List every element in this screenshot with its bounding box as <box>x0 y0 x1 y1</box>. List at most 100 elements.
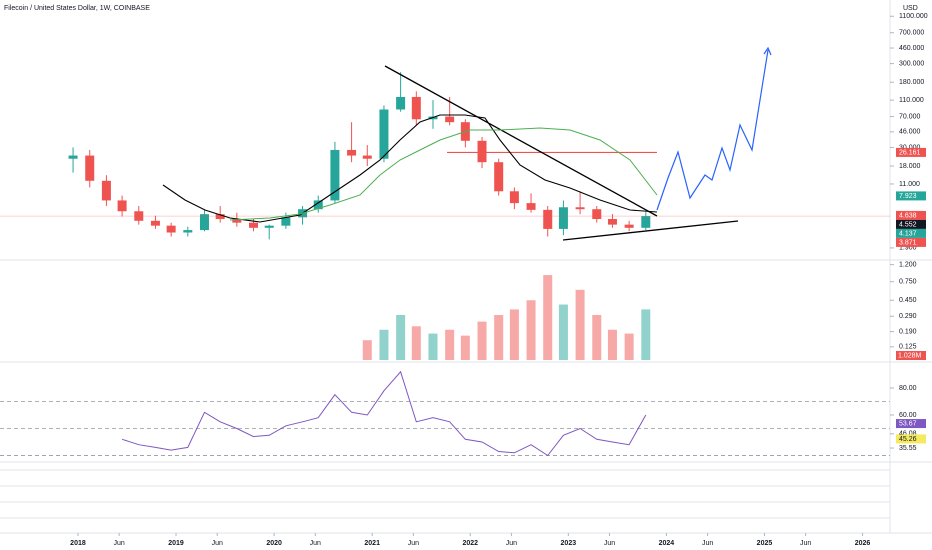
x-tick-label: Jun <box>702 540 713 547</box>
candle-body <box>330 149 340 201</box>
volume-bar <box>543 275 553 360</box>
price-label: 4.137 <box>899 230 917 237</box>
x-tick-label: 2025 <box>757 540 773 547</box>
x-tick-label: Jun <box>604 540 615 547</box>
candle-body <box>575 207 585 210</box>
volume-bar <box>411 326 421 360</box>
candle-body <box>249 222 259 228</box>
y-tick-label: 180.000 <box>899 79 924 86</box>
price-label-box <box>896 219 926 229</box>
y-tick-label: 110.000 <box>899 97 924 104</box>
candle-body <box>411 96 421 120</box>
axes: 1100.000 700.000 460.000 300.000 180.000 110.… <box>70 13 928 547</box>
price-label-box <box>896 210 926 220</box>
candle-body <box>558 207 568 229</box>
x-tick-label: Jun <box>114 540 125 547</box>
price-label-box <box>896 191 926 201</box>
volume-bar <box>362 340 372 360</box>
drawings <box>162 46 772 241</box>
candle-body <box>347 149 357 156</box>
price-label-box <box>896 147 926 157</box>
y-tick-label: 11.000 <box>899 181 920 188</box>
price-label: 26.161 <box>899 149 921 156</box>
volume-bar <box>558 304 568 360</box>
y-tick-label: 700.000 <box>899 30 924 37</box>
candle-body <box>281 217 291 226</box>
rsi-line <box>121 370 647 457</box>
price-label: 3.871 <box>899 239 917 246</box>
y-tick-label: 0.190 <box>899 328 917 335</box>
x-tick-label: Jun <box>506 540 517 547</box>
volume-bar <box>575 289 585 360</box>
price-label-box <box>896 228 926 238</box>
candle-body <box>199 214 209 231</box>
x-tick-label: Jun <box>800 540 811 547</box>
volume-bar <box>526 300 536 360</box>
rsi-label: 53.67 <box>899 420 917 427</box>
candle-body <box>85 155 95 181</box>
volume-bar <box>607 329 617 360</box>
y-tick-label: 0.450 <box>899 297 917 304</box>
volume-bar <box>445 329 455 360</box>
x-tick-label: 2018 <box>70 540 86 547</box>
x-tick-label: Jun <box>212 540 223 547</box>
y-tick-label: 300.000 <box>899 60 924 67</box>
x-tick-label: 2020 <box>266 540 282 547</box>
x-tick-label: 2024 <box>659 540 675 547</box>
y-tick-label: 0.750 <box>899 279 917 286</box>
y-tick-label: 1.900 <box>899 245 917 252</box>
x-tick-label: 2026 <box>855 540 871 547</box>
candle-body <box>264 225 274 228</box>
rsi-label: 45.26 <box>899 436 917 443</box>
y-tick-label: 0.290 <box>899 313 917 320</box>
plot <box>0 72 890 457</box>
candle-body <box>624 224 634 228</box>
y-tick-label: 460.000 <box>899 45 924 52</box>
candle-body <box>117 200 127 212</box>
candle-body <box>526 203 536 210</box>
candle-body <box>379 109 389 159</box>
candle-body <box>509 191 519 204</box>
rsi-label-box <box>896 434 926 444</box>
price-label-box <box>896 237 926 247</box>
volume-bar <box>592 315 602 360</box>
volume-bar <box>396 315 406 360</box>
candle-body <box>543 209 553 229</box>
candle-body <box>592 209 602 220</box>
candle-body <box>68 155 78 159</box>
candle-body <box>607 219 617 225</box>
price-label: 4.638 <box>899 212 917 219</box>
volume-bar <box>477 321 487 360</box>
rsi-label-box <box>896 419 926 429</box>
candle-body <box>232 219 242 223</box>
x-tick-label: 2022 <box>462 540 478 547</box>
x-tick-label: 2021 <box>364 540 380 547</box>
y-tick-label: 46.000 <box>899 129 921 136</box>
y-tick-label: 18.000 <box>899 163 921 170</box>
y-tick-label: 1.200 <box>899 261 917 268</box>
y-tick-label: 80.00 <box>899 385 917 392</box>
chart-title: Filecoin / United States Dollar, 1W, COI… <box>4 5 150 12</box>
candle-body <box>150 220 160 226</box>
volume-label: 1.028M <box>898 352 922 359</box>
candle-body <box>362 155 372 159</box>
price-label: 4.552 <box>899 221 917 228</box>
volume-bar <box>509 309 519 360</box>
x-tick-label: 2023 <box>561 540 577 547</box>
candle-body <box>101 180 111 201</box>
rsi-background <box>0 401 890 456</box>
candle-body <box>641 216 651 228</box>
y-tick-label: 46.08 <box>899 431 917 438</box>
y-tick-label: 0.125 <box>899 344 917 351</box>
volume-bar <box>379 329 389 360</box>
y-tick-label: 1100.000 <box>899 13 928 20</box>
candle-body <box>215 214 225 220</box>
volume-bar <box>494 315 504 360</box>
x-tick-label: Jun <box>310 540 321 547</box>
pane-separators <box>0 0 932 534</box>
candle-body <box>477 140 487 163</box>
candle-body <box>494 162 504 192</box>
volume-bar <box>460 335 470 360</box>
y-tick-label: 60.00 <box>899 412 917 419</box>
